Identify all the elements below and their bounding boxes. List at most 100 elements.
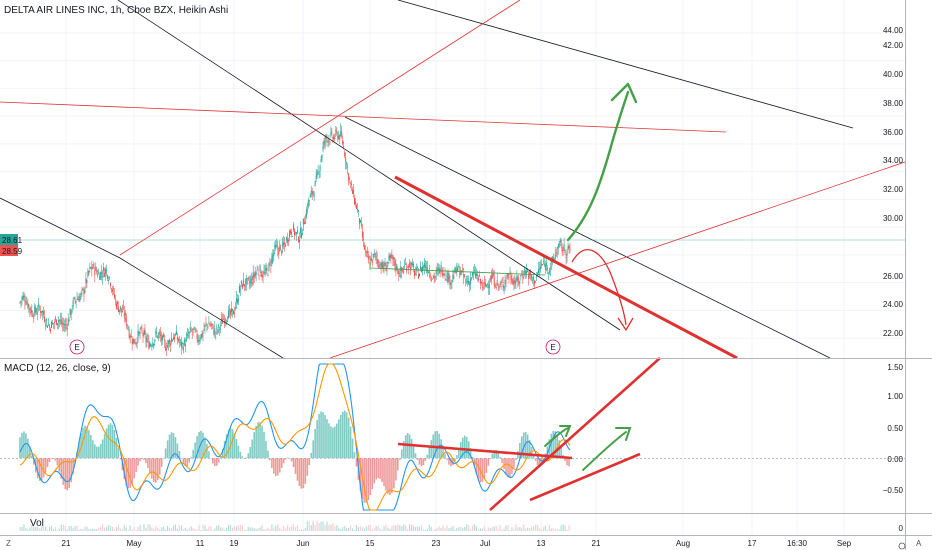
macd-histogram-bar (182, 458, 185, 464)
volume-bar (157, 527, 159, 531)
volume-bar (414, 526, 417, 531)
candle-body (540, 264, 542, 266)
macd-histogram-bar (503, 458, 505, 470)
candle-body (425, 267, 427, 269)
candle-body (555, 252, 557, 253)
volume-bar (52, 529, 55, 531)
candle-body (410, 267, 412, 271)
macd-histogram-bar (151, 458, 153, 479)
volume-bar (525, 528, 527, 531)
candle-body (498, 286, 500, 288)
volume-bar (92, 528, 94, 531)
candle-body (362, 238, 364, 240)
gear-icon[interactable] (898, 542, 906, 550)
macd-histogram-bar (446, 458, 448, 461)
candle-body (507, 274, 509, 277)
candle-body (265, 268, 267, 272)
price-pane[interactable] (0, 0, 905, 358)
candle-body (350, 182, 352, 184)
candle-body (462, 269, 464, 270)
candle-body (132, 338, 134, 344)
volume-bar (62, 524, 64, 531)
candle-body (349, 177, 351, 179)
auto-scale-button[interactable]: A (916, 539, 922, 548)
volume-bar (70, 525, 72, 531)
candle-body (167, 345, 169, 348)
candle-body (176, 337, 178, 340)
candle-body (231, 308, 233, 312)
candle-body (452, 274, 454, 280)
macd-pane[interactable] (0, 358, 905, 513)
candle-body (211, 323, 213, 326)
candle-body (387, 262, 389, 265)
candle-body (26, 302, 28, 303)
volume-bar (428, 524, 430, 531)
candle-body (446, 272, 448, 278)
price-drawings (0, 0, 906, 360)
macd-histogram-bar (310, 452, 313, 459)
earnings-marker-1[interactable]: E (69, 339, 85, 355)
macd-histogram-bar (198, 431, 200, 459)
zoom-button[interactable]: Z (6, 539, 11, 548)
candle-body (514, 280, 516, 284)
candle-body (200, 334, 202, 339)
price-axis[interactable]: 44.00 42.00 40.00 38.00 36.00 34.00 32.0… (883, 26, 904, 338)
volume-pane[interactable] (0, 513, 905, 535)
candle-body (160, 333, 162, 337)
volume-bar (41, 526, 43, 531)
volume-bar (531, 526, 533, 531)
volume-bar (233, 526, 236, 531)
candle-body (194, 330, 196, 332)
candle-body (397, 269, 399, 274)
macd-histogram (19, 410, 570, 503)
macd-histogram-bar (349, 426, 352, 459)
candle-body (208, 323, 210, 325)
candle-body (242, 279, 244, 286)
macd-histogram-bar (229, 427, 232, 459)
macd-histogram-bar (294, 458, 297, 474)
macd-histogram-bar (27, 438, 29, 459)
macd-histogram-bar (231, 429, 234, 459)
volume-bar (485, 529, 487, 531)
macd-histogram-bar (97, 446, 100, 459)
volume-bar (43, 526, 45, 531)
candle-body (398, 273, 400, 275)
earnings-marker-label: E (550, 343, 555, 352)
macd-green-arrow-2 (582, 431, 627, 471)
candle-body (172, 337, 174, 340)
candle-body (417, 274, 419, 279)
macd-axis[interactable]: 1.50 1.00 0.50 0.00 −0.50 (883, 363, 904, 495)
candle-body (448, 272, 450, 279)
candle-body (165, 346, 167, 351)
candle-body (347, 167, 349, 169)
macd-histogram-bar (38, 458, 41, 481)
candle-body (112, 288, 114, 290)
volume-bar (399, 524, 401, 531)
volume-bar (27, 529, 29, 531)
candle-body (215, 332, 217, 334)
candle-body (205, 323, 207, 325)
candle-body (492, 272, 494, 277)
volume-bar (495, 525, 497, 531)
volume-bar (115, 527, 118, 531)
candle-body (309, 194, 311, 198)
candle-body (102, 276, 104, 278)
candle-body (275, 245, 277, 248)
candle-body (177, 338, 179, 342)
macd-histogram-bar (72, 458, 74, 474)
macd-tick: 1.50 (887, 363, 903, 372)
candle-body (496, 280, 498, 282)
candle-body (503, 285, 505, 289)
macd-histogram-bar (166, 440, 169, 459)
candle-body (135, 342, 137, 344)
candle-body (289, 231, 291, 238)
candle-body (259, 264, 261, 272)
macd-histogram-bar (21, 432, 23, 459)
price-tick: 38.00 (883, 99, 904, 108)
volume-bar (64, 526, 66, 531)
time-axis[interactable]: 21 May 11 19 Jun 15 23 Jul 13 21 Aug 17 … (62, 539, 852, 548)
candle-body (433, 276, 435, 279)
volume-bar (527, 527, 529, 531)
earnings-marker-2[interactable]: E (545, 339, 561, 355)
